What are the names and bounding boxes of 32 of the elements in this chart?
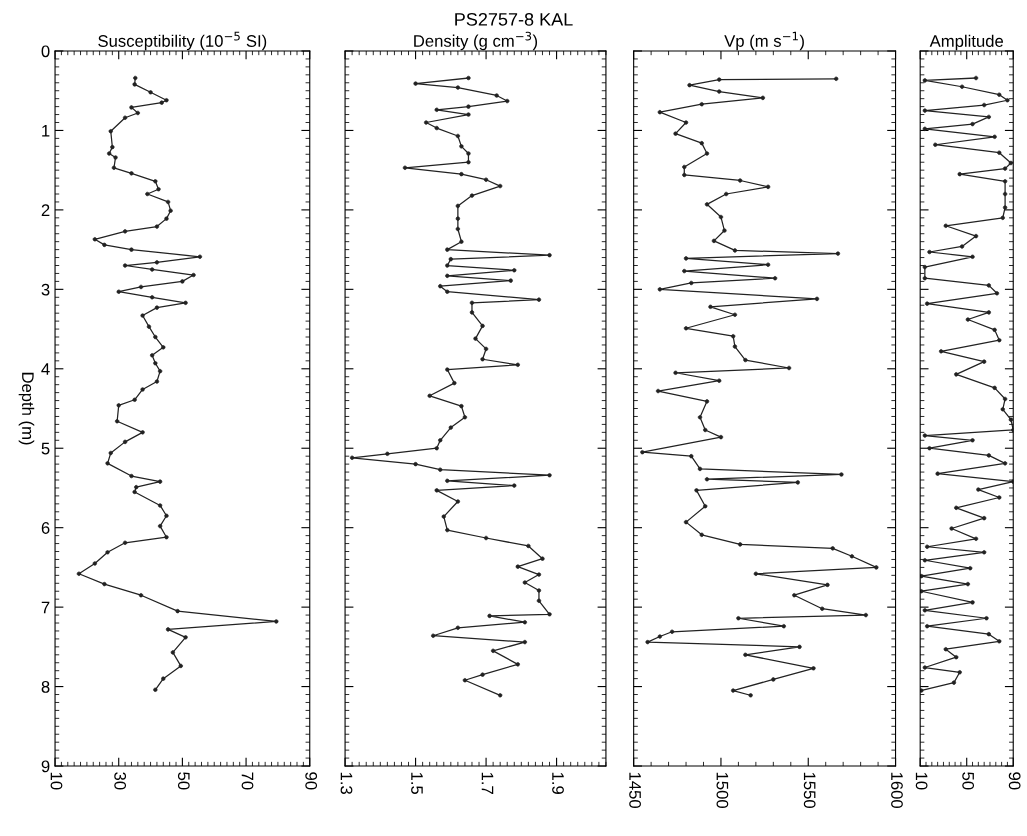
- chart-title: PS2757-8 KAL: [455, 12, 573, 26]
- x-tick-label: 1.7: [481, 772, 494, 794]
- x-tick-label: 1.3: [340, 772, 353, 795]
- y-tick-label: 4: [41, 363, 50, 375]
- x-tick-label: 1.9: [552, 772, 564, 794]
- x-tick-label: 1600: [891, 772, 903, 809]
- x-axis-title: Vp (m s$^{−1}$): [724, 31, 804, 51]
- y-tick-label: 3: [41, 283, 50, 296]
- x-tick-label: 50: [177, 772, 190, 790]
- x-tick-label: 10: [50, 772, 63, 790]
- x-tick-label: 1450: [629, 772, 641, 809]
- x-tick-label: 50: [962, 772, 975, 790]
- x-tick-label: 70: [241, 772, 254, 790]
- y-tick-label: 6: [41, 522, 50, 534]
- y-axis-title: Depth (m): [18, 372, 35, 445]
- y-tick-label: 8: [41, 680, 50, 693]
- y-tick-label: 2: [41, 204, 50, 216]
- x-axis-title: Susceptibility (10$^{−5}$ SI): [98, 31, 267, 51]
- y-tick-label: 5: [41, 442, 50, 455]
- x-tick-label: 90: [305, 772, 318, 790]
- x-axis-title: Amplitude: [929, 34, 1004, 51]
- y-tick-label: 0: [41, 45, 50, 58]
- x-tick-label: 90: [1008, 772, 1021, 790]
- y-tick-label: 7: [41, 601, 50, 614]
- x-axis-title: Density (g cm$^{−3}$): [414, 31, 538, 51]
- y-tick-label: 9: [41, 760, 50, 773]
- x-tick-label: 10: [915, 772, 928, 790]
- x-tick-label: 1550: [803, 772, 816, 809]
- y-tick-label: 1: [42, 125, 50, 137]
- x-tick-label: 1.5: [411, 772, 423, 795]
- x-tick-label: 30: [114, 772, 127, 790]
- x-tick-label: 1500: [716, 772, 729, 809]
